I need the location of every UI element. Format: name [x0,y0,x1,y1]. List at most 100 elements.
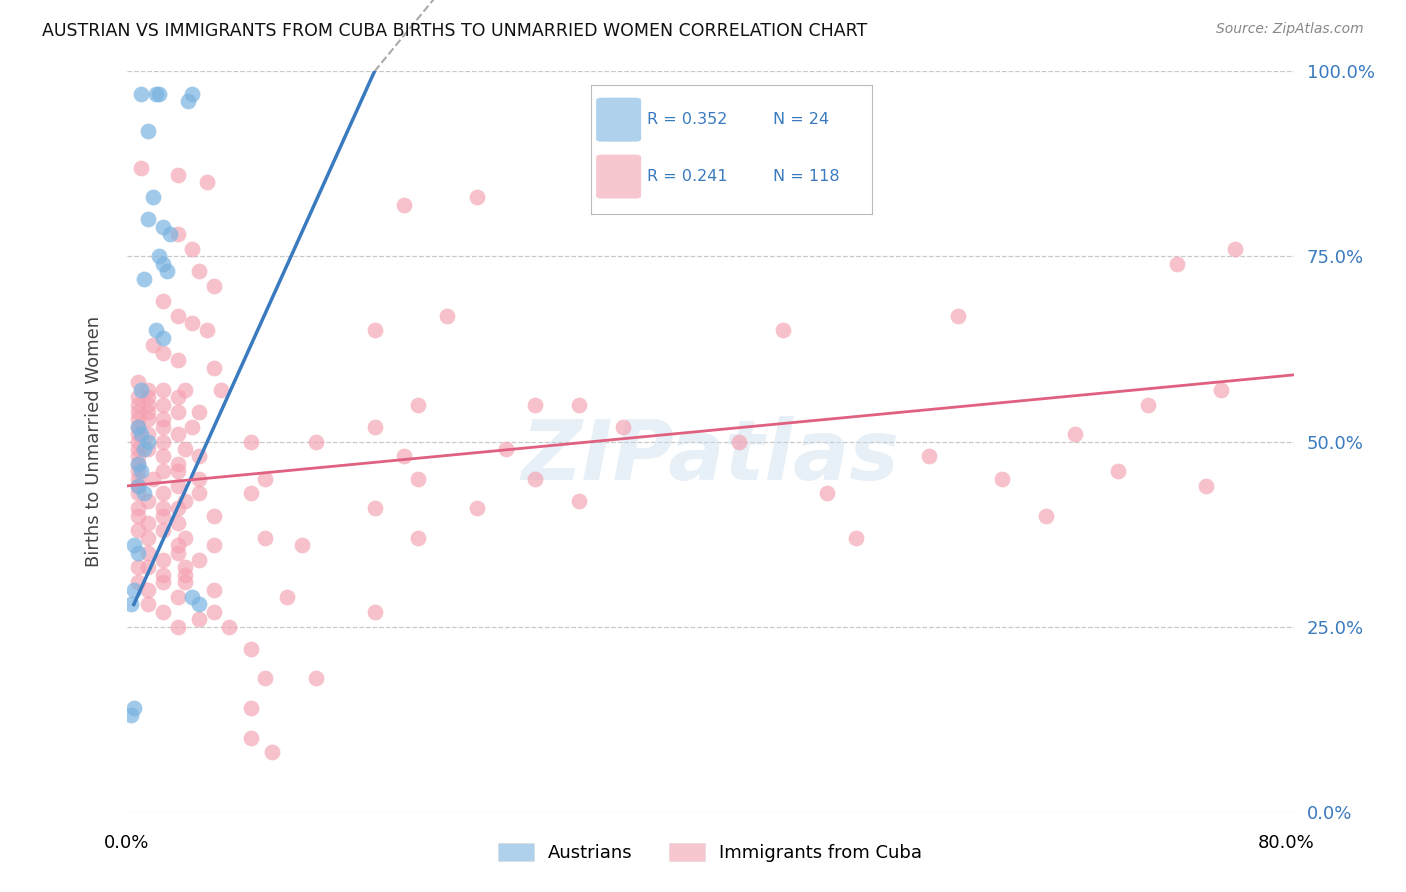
Point [138,123,160,137]
Point [188,612,211,626]
Point [174,442,197,456]
Text: N = 24: N = 24 [773,112,830,128]
Point [138,398,160,412]
Point [218,619,240,633]
Point [177,94,200,108]
Point [305,672,328,686]
Point [918,450,941,464]
Point [465,501,488,516]
Point [174,560,197,574]
Point [120,598,142,612]
Point [1223,242,1247,256]
Point [127,457,149,471]
Point [138,516,160,530]
Y-axis label: Births to Unmarried Women: Births to Unmarried Women [84,316,103,567]
Point [1195,479,1218,493]
Point [142,472,165,486]
Point [148,87,170,101]
Point [127,405,149,419]
Point [1136,398,1159,412]
Point [152,486,174,500]
Point [127,442,149,456]
Text: N = 118: N = 118 [773,169,839,184]
Point [138,405,160,419]
Point [138,212,160,227]
Point [152,434,174,449]
Point [188,472,211,486]
Point [127,501,149,516]
Text: ZIPatlas: ZIPatlas [522,416,898,497]
Point [152,219,174,234]
Point [239,641,262,656]
Point [142,338,165,352]
Point [127,434,149,449]
Point [202,508,225,523]
FancyBboxPatch shape [596,154,641,199]
Point [166,168,188,182]
Point [1166,257,1188,271]
Point [1063,427,1085,442]
Point [166,427,188,442]
Point [363,324,385,338]
Point [138,442,160,456]
Point [148,250,170,264]
Point [202,360,225,375]
Point [305,434,328,449]
Point [129,427,152,442]
Point [127,376,149,390]
Point [132,271,155,285]
Point [209,383,232,397]
Point [129,161,152,175]
Point [239,701,262,715]
Point [138,531,160,545]
Point [152,331,174,345]
Point [568,398,591,412]
Point [195,324,218,338]
Point [129,383,152,397]
Point [202,582,225,597]
Point [202,279,225,293]
Point [129,464,152,478]
Point [138,390,160,404]
Point [132,442,155,456]
Point [188,486,211,500]
Point [195,175,218,190]
Point [239,434,262,449]
Point [166,405,188,419]
Point [436,309,458,323]
FancyBboxPatch shape [596,98,641,142]
Text: R = 0.241: R = 0.241 [647,169,727,184]
Point [127,560,149,574]
Point [166,619,188,633]
Point [181,87,204,101]
Point [122,582,145,597]
Point [152,257,174,271]
Text: AUSTRIAN VS IMMIGRANTS FROM CUBA BIRTHS TO UNMARRIED WOMEN CORRELATION CHART: AUSTRIAN VS IMMIGRANTS FROM CUBA BIRTHS … [42,22,868,40]
Point [188,450,211,464]
Point [127,412,149,426]
Point [152,398,174,412]
Point [145,324,167,338]
Point [156,264,179,278]
Point [408,472,430,486]
Point [188,553,211,567]
Point [138,582,160,597]
Point [152,293,174,308]
Point [946,309,969,323]
Point [127,464,149,478]
Point [138,383,160,397]
Point [524,472,547,486]
Point [363,419,385,434]
Point [772,324,794,338]
Point [166,546,188,560]
Point [127,427,149,442]
Point [138,434,160,449]
Point [138,427,160,442]
Point [254,672,277,686]
Point [1209,383,1232,397]
Point [174,575,197,590]
Point [138,546,160,560]
Point [612,419,634,434]
Point [152,450,174,464]
Point [142,190,165,204]
